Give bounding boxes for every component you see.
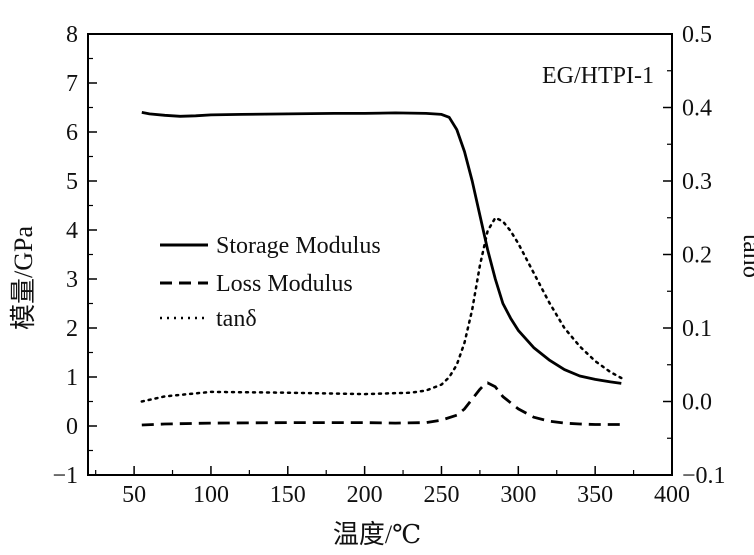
series-line-2	[140, 216, 623, 403]
y-left-tick-label-9: 8	[66, 22, 78, 48]
y-left-tick-label-0: −1	[52, 463, 78, 489]
series-line-0	[141, 111, 622, 385]
x-axis-title: 温度/℃	[333, 520, 421, 549]
y-right-tick-label-1: 0.0	[682, 390, 712, 416]
y-left-tick-label-4: 3	[66, 267, 78, 293]
y-right-tick-label-3: 0.2	[682, 243, 712, 269]
y-left-tick-label-5: 4	[66, 218, 78, 244]
legend-label-loss: Loss Modulus	[216, 271, 353, 297]
y-right-tick-label-6: 0.5	[682, 22, 712, 48]
y-right-tick-label-4: 0.3	[682, 169, 712, 195]
y-right-tick-label-0: −0.1	[682, 463, 726, 489]
y-left-tick-label-7: 6	[66, 120, 78, 146]
labels-layer: 50 100 150 200 250 300 350 400 −1 0 1 2 3 4 5 6 7 8 −0.1 0.…	[52, 22, 725, 508]
y-left-tick-label-2: 1	[66, 365, 78, 391]
y-left-tick-label-1: 0	[66, 414, 78, 440]
annotation-label: EG/HTPI-1	[542, 63, 654, 89]
x-tick-label-7: 400	[654, 482, 690, 508]
y-axis-title-right: tanδ	[738, 234, 754, 278]
y-left-tick-label-3: 2	[66, 316, 78, 342]
x-tick-label-0: 50	[122, 482, 146, 508]
y-left-tick-label-6: 5	[66, 169, 78, 195]
legend-label-tan: tanδ	[216, 306, 257, 332]
y-left-tick-label-8: 7	[66, 71, 78, 97]
x-tick-label-4: 250	[423, 482, 459, 508]
y-axis-title-left: 模量/GPa	[9, 226, 38, 330]
x-tick-label-1: 100	[193, 482, 229, 508]
axes	[87, 33, 673, 476]
series-layer	[140, 111, 623, 427]
y-right-tick-label-5: 0.4	[682, 96, 712, 122]
series-line-1	[141, 381, 622, 427]
x-tick-label-2: 150	[270, 482, 306, 508]
x-tick-label-5: 300	[500, 482, 536, 508]
x-tick-label-3: 200	[347, 482, 383, 508]
x-tick-label-6: 350	[577, 482, 613, 508]
legend: Storage Modulus Loss Modulus tanδ	[160, 233, 381, 332]
y-right-tick-label-2: 0.1	[682, 316, 712, 342]
legend-label-storage: Storage Modulus	[216, 233, 381, 259]
